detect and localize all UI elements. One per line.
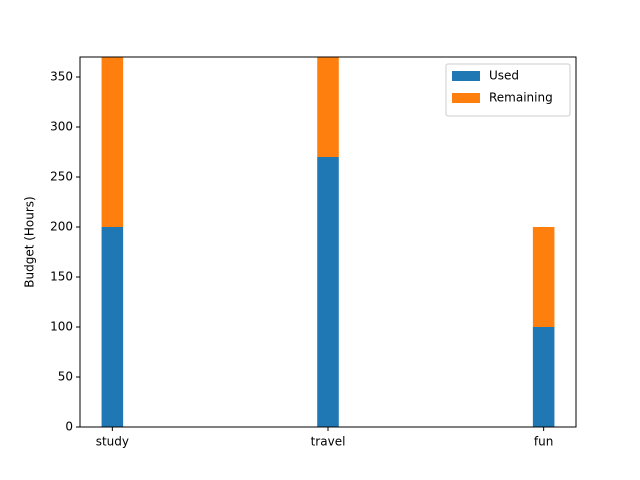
y-tick-label: 0 [65, 420, 73, 434]
legend-label: Remaining [489, 91, 553, 105]
plot-area [101, 57, 555, 427]
legend-swatch [452, 93, 480, 103]
bar-segment [532, 327, 555, 427]
x-tick-label: travel [311, 435, 346, 449]
bar-segment [317, 157, 339, 427]
bar-segment [532, 227, 555, 327]
y-tick-label: 300 [50, 120, 73, 134]
x-tick-label: fun [534, 435, 553, 449]
y-axis-label: Budget (Hours) [23, 196, 37, 288]
bar-segment [101, 227, 124, 427]
y-tick-label: 350 [50, 70, 73, 84]
legend-label: Used [489, 69, 519, 83]
y-tick-label: 250 [50, 170, 73, 184]
x-tick-label: study [96, 435, 129, 449]
bar-segment [101, 57, 124, 227]
y-tick-label: 100 [50, 320, 73, 334]
bar-segment [317, 57, 339, 157]
legend: Used Remaining [445, 63, 571, 117]
legend-swatch [452, 71, 480, 81]
y-tick-label: 200 [50, 220, 73, 234]
y-tick-label: 150 [50, 270, 73, 284]
y-tick-label: 50 [58, 370, 73, 384]
